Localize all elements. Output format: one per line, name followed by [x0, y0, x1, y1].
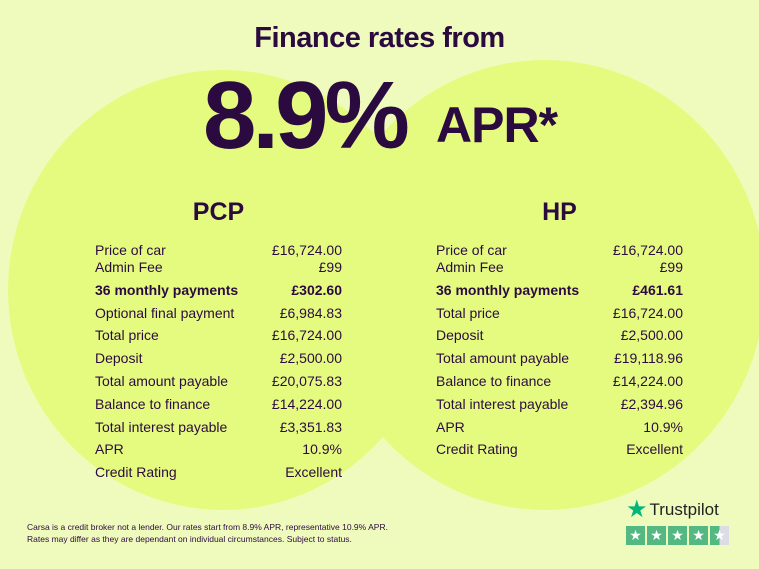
row-label: APR — [95, 441, 124, 458]
row-value: £302.60 — [291, 281, 342, 298]
rating-star-icon: ★ — [668, 526, 687, 545]
row-value: £14,224.00 — [612, 372, 683, 389]
row-value: £16,724.00 — [612, 242, 683, 258]
trustpilot-badge: ★ Trustpilot ★ ★ ★ ★ ★ — [626, 495, 729, 545]
row-label: Total amount payable — [436, 350, 570, 367]
rate-value: 8.9% — [203, 62, 410, 169]
row-label: Total amount payable — [95, 372, 229, 389]
table-row: 36 monthly payments £461.61 — [436, 280, 683, 303]
trustpilot-star-icon: ★ — [626, 496, 648, 523]
disclaimer: Carsa is a credit broker not a lender. O… — [27, 521, 388, 545]
headline: Finance rates from — [254, 22, 505, 54]
row-value: £14,224.00 — [271, 395, 342, 412]
row-label: Admin Fee — [95, 259, 163, 275]
table-row: APR 10.9% — [95, 439, 342, 462]
row-label: Balance to finance — [95, 395, 211, 412]
row-value: £16,724.00 — [612, 304, 683, 321]
table-row: Price of car £16,724.00 — [436, 240, 683, 258]
pcp-table: PCP Price of car £16,724.00 Admin Fee £99 36… — [95, 198, 342, 485]
table-row: APR 10.9% — [436, 417, 683, 440]
row-label: Total interest payable — [436, 395, 569, 412]
row-value: £99 — [318, 259, 342, 275]
table-row: Credit Rating Excellent — [95, 462, 342, 485]
table-row: Total interest payable £2,394.96 — [436, 394, 683, 417]
row-label: Price of car — [436, 242, 507, 258]
row-value: £2,394.96 — [620, 395, 683, 412]
row-value: £2,500.00 — [279, 350, 342, 367]
table-row: Total amount payable £19,118.96 — [436, 348, 683, 371]
table-row: Total interest payable £3,351.83 — [95, 417, 342, 440]
rate-suffix: APR* — [436, 97, 558, 153]
row-value: £20,075.83 — [271, 372, 342, 389]
row-label: Admin Fee — [436, 259, 504, 275]
table-row: 36 monthly payments £302.60 — [95, 280, 342, 303]
table-row: Admin Fee £99 — [436, 257, 683, 280]
row-value: £16,724.00 — [271, 327, 342, 344]
row-label: Balance to finance — [436, 372, 552, 389]
row-value: Excellent — [285, 464, 342, 481]
pcp-title: PCP — [192, 198, 245, 226]
row-value: 10.9% — [302, 441, 342, 458]
row-label: Deposit — [95, 350, 143, 367]
row-label: Total interest payable — [95, 418, 228, 435]
table-row: Admin Fee £99 — [95, 257, 342, 280]
row-value: £19,118.96 — [613, 350, 683, 367]
disclaimer-line-2: Rates may differ as they are dependant o… — [27, 534, 352, 544]
row-label: 36 monthly payments — [95, 281, 239, 298]
table-row: Total price £16,724.00 — [436, 303, 683, 326]
rating-star-icon: ★ — [647, 526, 666, 545]
row-value: 10.9% — [643, 418, 683, 435]
rating-half-star-icon: ★ — [710, 526, 729, 545]
table-row: Deposit £2,500.00 — [436, 325, 683, 348]
row-label: 36 monthly payments — [436, 281, 580, 298]
table-row: Price of car £16,724.00 — [95, 240, 342, 258]
table-row: Deposit £2,500.00 — [95, 348, 342, 371]
row-label: Price of car — [95, 242, 166, 258]
hp-title: HP — [542, 198, 577, 226]
table-row: Optional final payment £6,984.83 — [95, 303, 342, 326]
row-value: £99 — [659, 259, 683, 275]
row-value: £16,724.00 — [271, 242, 342, 258]
rating-star-icon: ★ — [689, 526, 708, 545]
row-label: Optional final payment — [95, 304, 235, 321]
table-row: Total price £16,724.00 — [95, 325, 342, 348]
row-label: Total price — [436, 304, 500, 321]
row-value: Excellent — [626, 441, 683, 458]
trustpilot-label: Trustpilot — [649, 499, 719, 519]
disclaimer-line-1: Carsa is a credit broker not a lender. O… — [27, 522, 388, 532]
table-row: Credit Rating Excellent — [436, 439, 683, 462]
row-value: £3,351.83 — [279, 418, 342, 435]
row-label: Total price — [95, 327, 159, 344]
row-value: £6,984.83 — [279, 304, 342, 321]
row-value: £461.61 — [632, 281, 683, 298]
table-row: Total amount payable £20,075.83 — [95, 371, 342, 394]
row-value: £2,500.00 — [620, 327, 683, 344]
right-decorative-circle — [325, 60, 759, 510]
row-label: Deposit — [436, 327, 484, 344]
row-label: APR — [436, 418, 465, 435]
hp-table: HP Price of car £16,724.00 Admin Fee £99 36 … — [436, 198, 683, 462]
table-row: Balance to finance £14,224.00 — [436, 371, 683, 394]
table-row: Balance to finance £14,224.00 — [95, 394, 342, 417]
row-label: Credit Rating — [436, 441, 518, 458]
trustpilot-rating: ★ ★ ★ ★ ★ — [626, 526, 729, 545]
rating-star-icon: ★ — [626, 526, 645, 545]
row-label: Credit Rating — [95, 464, 177, 481]
